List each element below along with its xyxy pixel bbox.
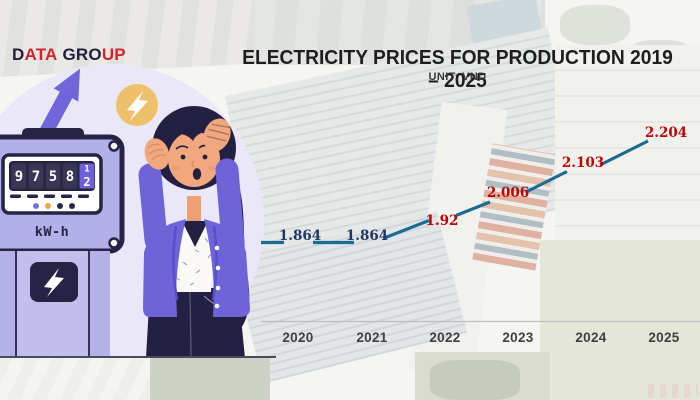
logo: DATA GROUP bbox=[12, 45, 126, 65]
price-line-chart bbox=[261, 139, 700, 323]
woman-blush-right bbox=[208, 165, 216, 171]
floor-line bbox=[0, 356, 276, 358]
left-illustration: 9 7 5 8 1 2 kW-h bbox=[0, 64, 264, 358]
logo-part-gro: GRO bbox=[62, 45, 102, 64]
woman-shirt bbox=[172, 227, 214, 292]
meter-indicator-dark-1 bbox=[57, 203, 63, 209]
woman-jacket-buttons bbox=[214, 245, 221, 309]
meter-dashes bbox=[10, 194, 89, 198]
axis-label-2024: 2024 bbox=[575, 330, 607, 345]
meter-indicator-orange bbox=[45, 203, 51, 209]
logo-part-d: D bbox=[12, 45, 25, 64]
logo-part-ata: ATA bbox=[24, 45, 58, 64]
data-label-2022: 1.92 bbox=[425, 213, 459, 229]
electric-meter-illustration: 9 7 5 8 1 2 kW-h bbox=[0, 128, 125, 358]
axis-label-2023: 2023 bbox=[502, 330, 534, 345]
woman-hand-right bbox=[203, 118, 231, 152]
axis-label-2021: 2021 bbox=[356, 330, 388, 345]
meter-digit-4: 8 bbox=[66, 169, 74, 185]
up-arrow-icon bbox=[39, 68, 80, 136]
meter-digit-1: 9 bbox=[15, 169, 23, 185]
woman-nose bbox=[191, 160, 195, 168]
meter-digit-2: 7 bbox=[32, 169, 40, 185]
meter-digit-3: 5 bbox=[49, 169, 57, 185]
meter-indicator-dark-2 bbox=[69, 203, 75, 209]
woman-arm-right bbox=[215, 158, 245, 254]
axis-label-2020: 2020 bbox=[282, 330, 314, 345]
meter-indicator-purple bbox=[33, 203, 39, 209]
meter-screw-bottom bbox=[108, 237, 120, 249]
page-subtitle: UNIT: VND bbox=[428, 71, 487, 83]
woman-blush-left bbox=[172, 165, 180, 171]
meter-digit-rolling-top: 1 bbox=[84, 165, 89, 175]
data-label-2025: 2.204 bbox=[644, 125, 688, 141]
woman-neck bbox=[187, 196, 201, 222]
woman-collar bbox=[182, 221, 208, 247]
data-label-2020: 1.864 bbox=[278, 228, 322, 244]
lightning-coin-icon bbox=[116, 84, 158, 126]
woman-mouth-open bbox=[192, 168, 202, 180]
woman-eye-right bbox=[202, 154, 208, 160]
axis-label-2025: 2025 bbox=[648, 330, 680, 345]
data-label-2021: 1.864 bbox=[345, 228, 389, 244]
page-title: ELECTRICITY PRICES FOR PRODUCTION 2019 –… bbox=[242, 47, 673, 92]
axis-label-2022: 2022 bbox=[429, 330, 461, 345]
lightning-bolt-icon bbox=[30, 262, 78, 302]
meter-screw-top bbox=[108, 140, 120, 152]
meter-unit-label: kW-h bbox=[35, 224, 70, 240]
shocked-woman-illustration bbox=[138, 106, 250, 358]
price-line bbox=[261, 139, 649, 245]
data-label-2023: 2.006 bbox=[486, 185, 530, 201]
woman-arm-left bbox=[138, 163, 168, 252]
meter-digit-rolling-bottom: 2 bbox=[83, 175, 90, 189]
woman-jacket-lapels bbox=[172, 225, 218, 301]
woman-eye-left bbox=[180, 154, 186, 160]
woman-hand-left bbox=[144, 138, 170, 170]
logo-part-up: UP bbox=[101, 45, 126, 64]
data-label-2024: 2.103 bbox=[561, 155, 605, 171]
